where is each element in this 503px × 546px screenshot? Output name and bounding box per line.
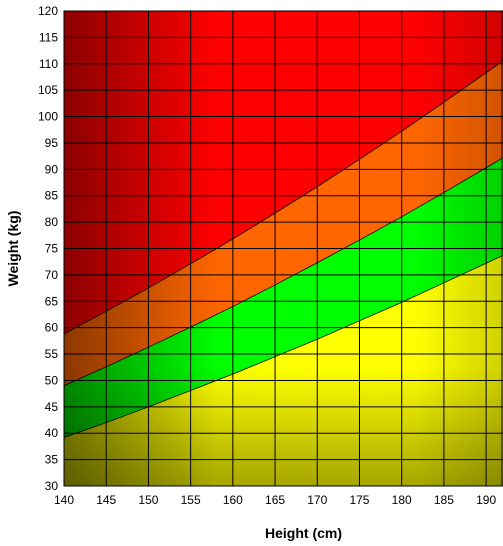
y-tick-label: 120 [38,4,58,18]
y-tick-label: 50 [45,373,59,387]
y-tick-label: 115 [39,30,58,44]
y-tick-label: 100 [38,110,58,124]
x-tick-label: 150 [138,493,158,507]
y-tick-label: 55 [45,347,59,361]
x-tick-label: 165 [265,493,285,507]
y-tick-labels: 30 35 40 45 50 55 60 65 70 75 80 85 90 95 100 105 110 115… [38,4,58,493]
boundary-line-2 [63,157,503,387]
x-tick-label: 160 [223,493,243,507]
x-tick-label: 145 [96,493,116,507]
x-tick-label: 180 [392,493,412,507]
y-tick-label: 85 [45,189,59,203]
y-tick-label: 95 [45,136,59,150]
y-tick-label: 45 [45,400,59,414]
boundary-line-1 [63,254,503,438]
x-tick-label: 190 [476,493,496,507]
y-tick-label: 80 [45,215,59,229]
y-tick-label: 30 [45,479,59,493]
boundary-line-3 [63,60,503,335]
boundary-lines-layer [63,60,503,438]
y-tick-label: 75 [45,242,59,256]
x-tick-label: 175 [349,493,369,507]
y-tick-label: 60 [45,321,59,335]
y-tick-label: 105 [38,83,58,97]
x-tick-label: 140 [54,493,74,507]
plot-frame [63,10,503,487]
y-axis-title: Weight (kg) [5,211,21,287]
x-tick-label: 170 [307,493,327,507]
y-tick-label: 110 [39,57,58,71]
y-tick-label: 40 [45,426,59,440]
y-tick-label: 70 [45,268,59,282]
y-tick-label: 65 [45,294,59,308]
y-tick-label: 90 [45,162,59,176]
x-tick-labels: 140 145 150 155 160 165 170 175 180 185 190 [54,493,496,507]
x-tick-label: 185 [434,493,454,507]
x-axis-title: Height (cm) [265,525,342,541]
y-tick-label: 35 [45,453,59,467]
x-tick-label: 155 [181,493,201,507]
